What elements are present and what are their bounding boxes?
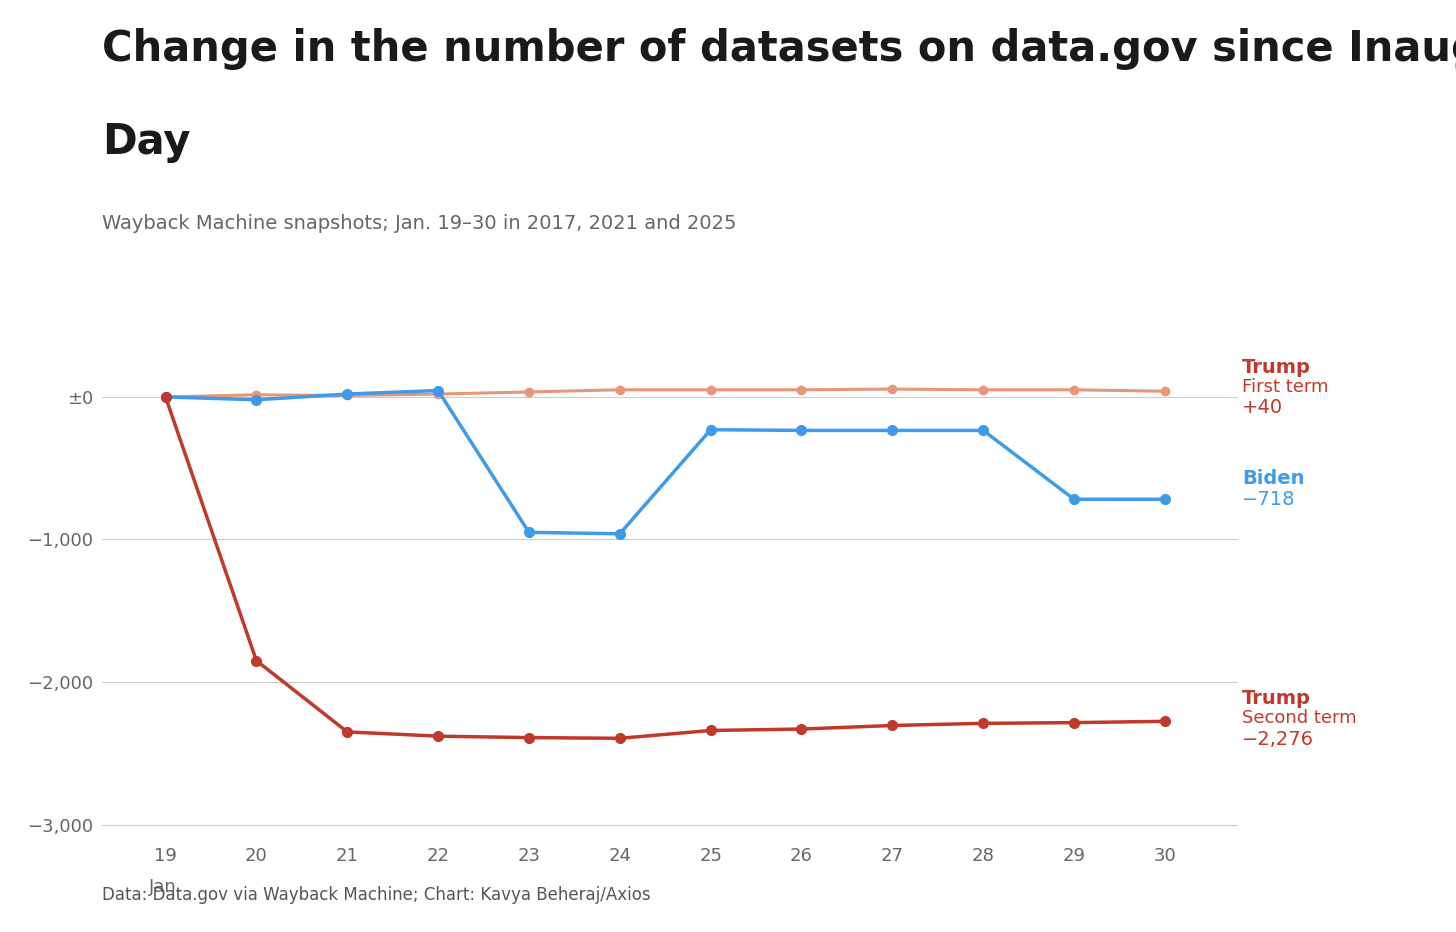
Text: Change in the number of datasets on data.gov since Inauguration: Change in the number of datasets on data… [102, 28, 1456, 70]
Text: Jan.: Jan. [149, 878, 182, 896]
Text: −718: −718 [1242, 490, 1296, 509]
Text: Wayback Machine snapshots; Jan. 19–30 in 2017, 2021 and 2025: Wayback Machine snapshots; Jan. 19–30 in… [102, 214, 737, 233]
Text: Trump: Trump [1242, 359, 1312, 377]
Text: First term: First term [1242, 378, 1329, 396]
Text: Day: Day [102, 121, 191, 163]
Text: Data: Data.gov via Wayback Machine; Chart: Kavya Beheraj/Axios: Data: Data.gov via Wayback Machine; Char… [102, 886, 651, 904]
Text: Second term: Second term [1242, 708, 1357, 727]
Text: −2,276: −2,276 [1242, 731, 1315, 749]
Text: Biden: Biden [1242, 470, 1305, 488]
Text: Trump: Trump [1242, 689, 1312, 707]
Text: +40: +40 [1242, 399, 1283, 418]
